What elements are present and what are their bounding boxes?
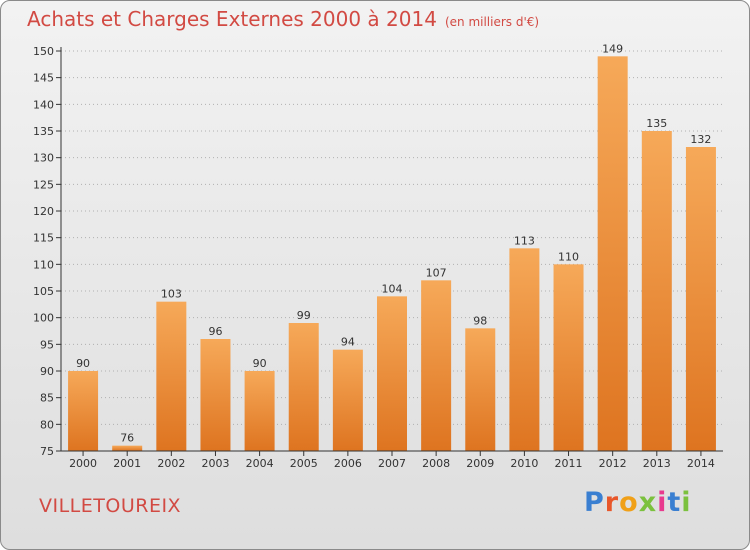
x-tick-label: 2004 xyxy=(246,457,274,470)
y-tick-label: 125 xyxy=(33,178,54,191)
bar-value-label: 132 xyxy=(690,133,711,146)
bar-value-label: 110 xyxy=(558,250,579,263)
bars: 90 76 103 96 90 99 94 104 107 98 113 110 149 135 132 xyxy=(68,42,716,451)
bar-2007 xyxy=(377,296,407,451)
logo-letter: o xyxy=(619,487,639,518)
chart-subtitle: (en milliers d'€) xyxy=(444,15,540,29)
logo-letter: x xyxy=(638,487,658,518)
x-tick-label: 2014 xyxy=(687,457,715,470)
y-tick-label: 75 xyxy=(40,445,54,458)
bar-value-label: 98 xyxy=(473,314,487,327)
bar-2009 xyxy=(465,328,496,451)
bar-value-label: 90 xyxy=(253,357,267,370)
bar-2012 xyxy=(597,56,628,451)
x-tick-label: 2011 xyxy=(555,457,583,470)
bar-value-label: 107 xyxy=(426,266,447,279)
title-row: Achats et Charges Externes 2000 à 2014 (e… xyxy=(27,7,539,31)
x-tick-label: 2008 xyxy=(422,457,450,470)
bar-2006 xyxy=(332,349,363,451)
y-tick-label: 120 xyxy=(33,205,54,218)
logo-letter: r xyxy=(604,487,620,518)
bar-2013 xyxy=(641,131,672,451)
y-tick-label: 80 xyxy=(40,418,54,431)
bar-value-label: 99 xyxy=(297,309,311,322)
y-tick-label: 150 xyxy=(33,45,54,58)
bar-2003 xyxy=(200,339,231,451)
x-tick-label: 2000 xyxy=(69,457,97,470)
bar-value-label: 94 xyxy=(341,336,355,349)
bar-value-label: 135 xyxy=(646,117,667,130)
logo-letter: P xyxy=(584,487,605,518)
logo-letter: i xyxy=(681,487,692,518)
y-tick-label: 85 xyxy=(40,392,54,405)
y-tick-label: 140 xyxy=(33,98,54,111)
bar-value-label: 96 xyxy=(208,325,222,338)
y-tick-label: 115 xyxy=(33,232,54,245)
x-tick-label: 2002 xyxy=(157,457,185,470)
y-tick-label: 110 xyxy=(33,258,54,271)
x-tick-label: 2006 xyxy=(334,457,362,470)
y-tick-label: 130 xyxy=(33,152,54,165)
bar-2010 xyxy=(509,248,540,451)
y-tick-label: 145 xyxy=(33,72,54,85)
logo-letter: t xyxy=(667,487,682,518)
bar-value-label: 113 xyxy=(514,234,535,247)
axes: 75 80 85 90 95 100 105 110 115 120 125 130 135 140 145… xyxy=(33,45,723,470)
y-tick-label: 100 xyxy=(33,312,54,325)
bar-value-label: 90 xyxy=(76,357,90,370)
x-tick-label: 2013 xyxy=(643,457,671,470)
chart-title: Achats et Charges Externes 2000 à 2014 xyxy=(27,7,437,31)
bar-2000 xyxy=(68,371,99,451)
x-tick-label: 2001 xyxy=(113,457,141,470)
proxiti-logo[interactable]: Proxiti xyxy=(584,487,692,518)
bar-value-label: 103 xyxy=(161,288,182,301)
bar-2005 xyxy=(288,323,319,451)
bar-2002 xyxy=(156,301,187,451)
bar-value-label: 104 xyxy=(382,282,403,295)
bar-2008 xyxy=(421,280,452,451)
x-tick-label: 2003 xyxy=(201,457,229,470)
x-tick-label: 2010 xyxy=(510,457,538,470)
bar-2004 xyxy=(244,371,275,451)
bar-2011 xyxy=(553,264,584,451)
place-name: VILLETOUREIX xyxy=(39,495,182,517)
bar-2014 xyxy=(685,147,716,451)
bar-value-label: 149 xyxy=(602,42,623,55)
x-tick-label: 2005 xyxy=(290,457,318,470)
y-tick-label: 135 xyxy=(33,125,54,138)
x-tick-label: 2007 xyxy=(378,457,406,470)
bar-value-label: 76 xyxy=(120,432,134,445)
y-tick-label: 90 xyxy=(40,365,54,378)
x-tick-label: 2009 xyxy=(466,457,494,470)
x-tick-label: 2012 xyxy=(599,457,627,470)
bar-2001 xyxy=(112,445,143,451)
y-tick-label: 95 xyxy=(40,338,54,351)
y-tick-label: 105 xyxy=(33,285,54,298)
logo-letter: i xyxy=(657,487,668,518)
